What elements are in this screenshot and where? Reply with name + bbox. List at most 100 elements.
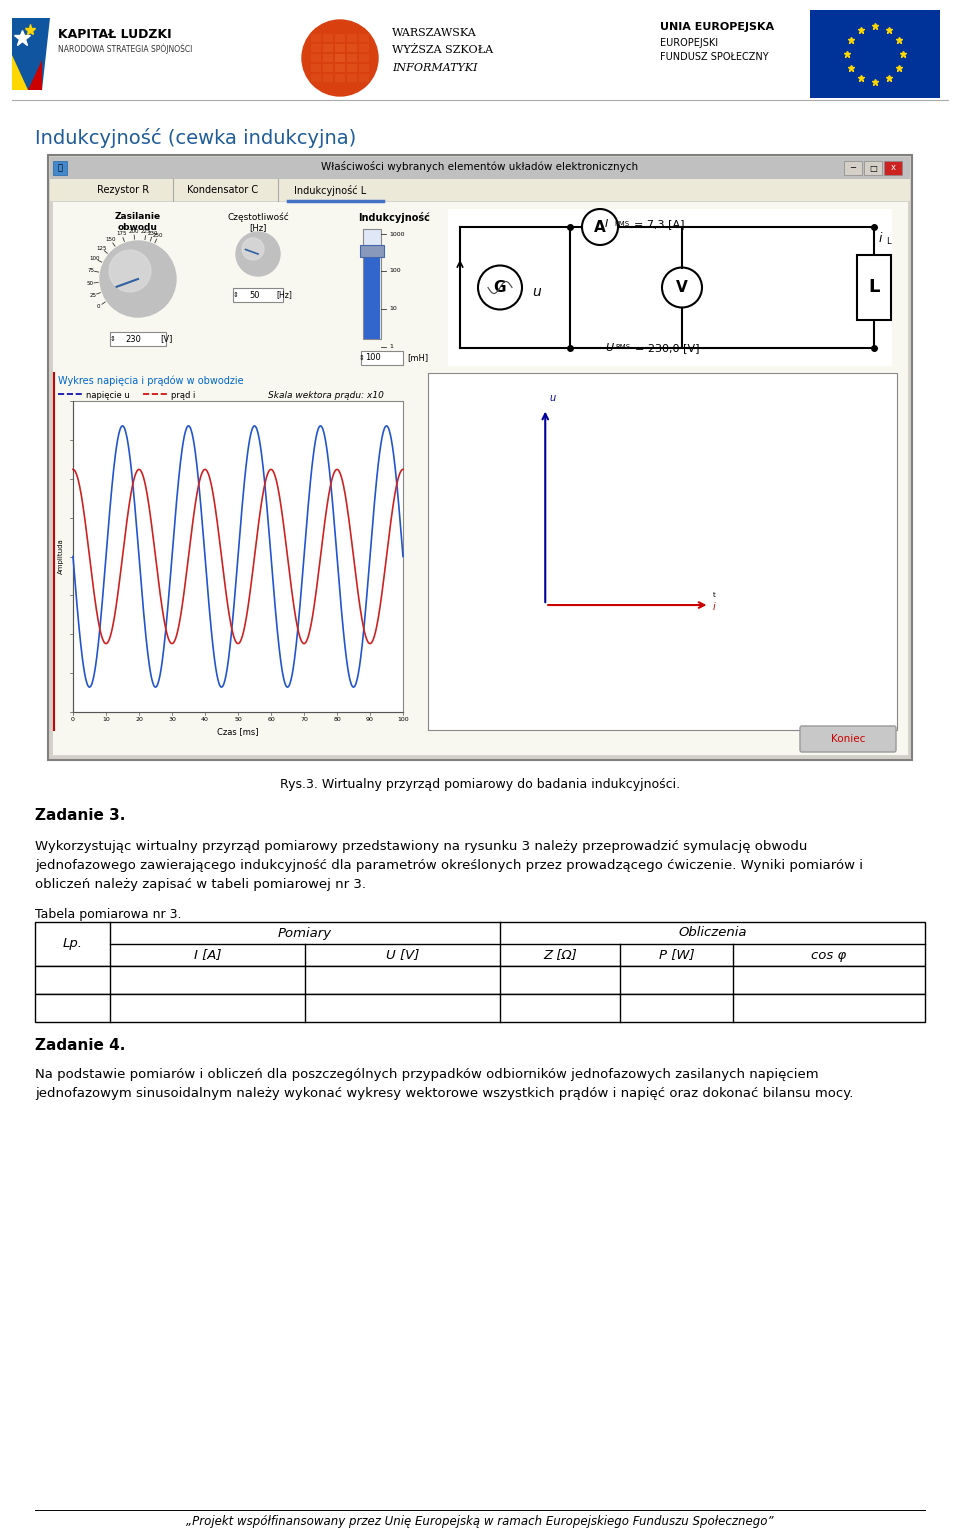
Text: Indukcyjność: Indukcyjność [358, 211, 430, 224]
Bar [335, 73, 345, 83]
Text: 100: 100 [365, 354, 381, 363]
Text: Koniec: Koniec [830, 733, 865, 744]
Bar [361, 351, 403, 364]
Text: U [V]: U [V] [386, 949, 420, 961]
Text: 50: 50 [234, 717, 242, 723]
Bar [311, 64, 321, 72]
Bar [335, 44, 345, 52]
Bar [323, 34, 333, 41]
Text: 1000: 1000 [389, 231, 404, 236]
Text: KAPITAŁ LUDZKI: KAPITAŁ LUDZKI [58, 28, 172, 41]
Circle shape [662, 268, 702, 308]
Text: Czas [ms]: Czas [ms] [217, 727, 259, 736]
Text: WYŻSZA SZKOŁA: WYŻSZA SZKOŁA [392, 44, 493, 55]
Text: U: U [605, 343, 613, 354]
Text: obwodu: obwodu [118, 224, 158, 233]
Bar [52, 201, 908, 755]
Text: RMS: RMS [615, 344, 630, 351]
Bar [50, 158, 910, 179]
Text: Rys.3. Wirtualny przyrząd pomiarowy do badania indukcyjności.: Rys.3. Wirtualny przyrząd pomiarowy do b… [280, 778, 680, 792]
Text: 230: 230 [125, 334, 141, 343]
Text: 125: 125 [96, 245, 107, 251]
Circle shape [109, 250, 151, 292]
Text: ⇕: ⇕ [359, 355, 365, 361]
Text: Na podstawie pomiarów i obliczeń dla poszczególnych przypadków odbiorników jedno: Na podstawie pomiarów i obliczeń dla pos… [35, 1069, 819, 1081]
Text: 10: 10 [102, 717, 109, 723]
Bar [35, 922, 925, 966]
Text: 🖥: 🖥 [58, 164, 62, 173]
Text: jednofazowym sinusoidalnym należy wykonać wykresy wektorowe wszystkich prądów i : jednofazowym sinusoidalnym należy wykona… [35, 1087, 853, 1099]
Bar [347, 34, 357, 41]
Text: RMS: RMS [614, 220, 629, 227]
Bar [359, 44, 369, 52]
Text: „Projekt współfinansowany przez Unię Europejską w ramach Europejskiego Funduszu : „Projekt współfinansowany przez Unię Eur… [186, 1516, 774, 1528]
Text: A: A [594, 219, 606, 234]
Text: jednofazowego zawierającego indukcyjność dla parametrów określonych przez prowad: jednofazowego zawierającego indukcyjność… [35, 859, 863, 873]
Text: L: L [868, 279, 879, 297]
Bar [359, 54, 369, 61]
Bar [359, 73, 369, 83]
Polygon shape [12, 18, 50, 90]
Text: [mH]: [mH] [407, 354, 428, 363]
Circle shape [478, 265, 522, 309]
Text: 0: 0 [71, 717, 75, 723]
Text: i: i [879, 233, 882, 245]
Text: 225: 225 [141, 230, 152, 234]
Bar [884, 161, 902, 175]
Text: Wykres napięcia i prądów w obwodzie: Wykres napięcia i prądów w obwodzie [58, 375, 244, 386]
Text: Pomiary: Pomiary [278, 926, 332, 940]
Text: 1: 1 [389, 344, 393, 349]
Circle shape [100, 240, 176, 317]
Bar [335, 64, 345, 72]
Text: Zadanie 3.: Zadanie 3. [35, 808, 126, 824]
Circle shape [302, 20, 378, 96]
Text: Częstotliwość: Częstotliwość [228, 211, 289, 222]
Polygon shape [28, 60, 42, 90]
Text: WARSZAWSKA: WARSZAWSKA [392, 28, 477, 38]
Text: 50: 50 [250, 291, 260, 300]
Text: 175: 175 [116, 231, 127, 236]
Text: napięcie u: napięcie u [86, 390, 130, 400]
Text: I: I [605, 219, 609, 230]
Text: x: x [891, 164, 896, 173]
Text: 230: 230 [148, 231, 158, 236]
Circle shape [242, 237, 264, 260]
Text: L: L [886, 237, 891, 246]
Text: 100: 100 [397, 717, 409, 723]
Text: 100: 100 [389, 268, 400, 274]
Bar [363, 230, 381, 338]
Bar [857, 254, 891, 320]
Bar [360, 245, 384, 257]
Text: i: i [712, 602, 715, 612]
Circle shape [582, 210, 618, 245]
Text: 90: 90 [366, 717, 374, 723]
Text: u: u [549, 392, 556, 403]
Bar [35, 966, 925, 994]
Bar [810, 11, 940, 98]
Bar [323, 54, 333, 61]
Text: Obliczenia: Obliczenia [679, 926, 747, 940]
Bar [311, 44, 321, 52]
Text: obliczeń należy zapisać w tabeli pomiarowej nr 3.: obliczeń należy zapisać w tabeli pomiaro… [35, 877, 366, 891]
Bar [864, 161, 882, 175]
Bar [335, 34, 345, 41]
Text: cos φ: cos φ [811, 949, 847, 961]
Bar [323, 64, 333, 72]
Text: Zasilanie: Zasilanie [115, 211, 161, 220]
Circle shape [236, 233, 280, 276]
Bar [359, 64, 369, 72]
Bar [844, 161, 862, 175]
Text: 10: 10 [389, 306, 396, 311]
Text: INFORMATYKI: INFORMATYKI [392, 63, 477, 73]
Text: 150: 150 [106, 237, 116, 242]
Text: Indukcyjność L: Indukcyjność L [294, 185, 366, 196]
Text: □: □ [869, 164, 876, 173]
Bar [359, 34, 369, 41]
Bar [110, 332, 166, 346]
Bar [347, 73, 357, 83]
Text: FUNDUSZ SPOŁECZNY: FUNDUSZ SPOŁECZNY [660, 52, 769, 61]
Text: Z [Ω]: Z [Ω] [543, 949, 577, 961]
Text: 20: 20 [135, 717, 143, 723]
Text: G: G [493, 280, 506, 295]
Text: UNIA EUROPEJSKA: UNIA EUROPEJSKA [660, 21, 774, 32]
